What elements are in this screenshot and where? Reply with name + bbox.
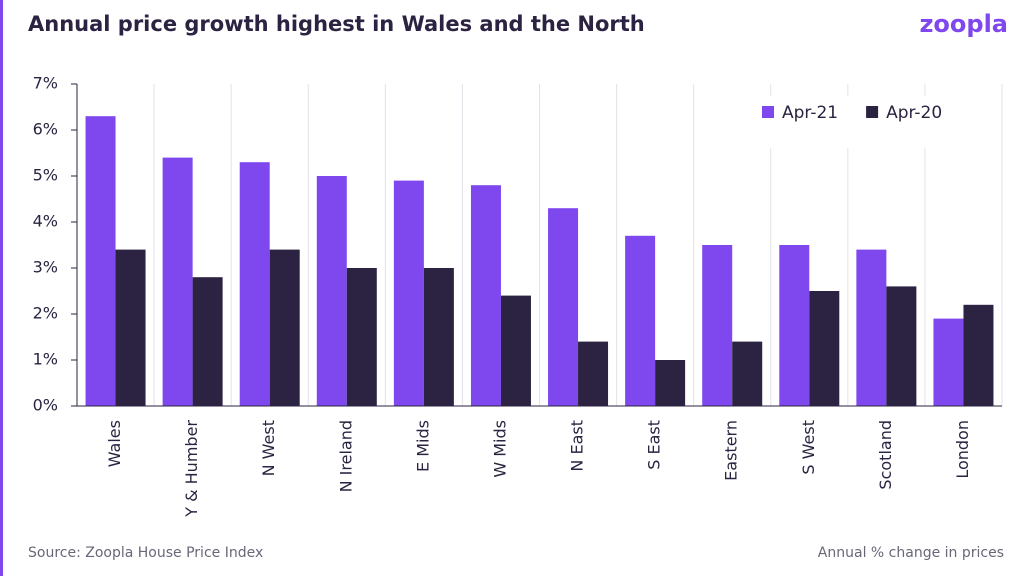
bar bbox=[625, 235, 656, 406]
x-tick-label: Wales bbox=[105, 420, 124, 467]
y-tick-label: 7% bbox=[33, 74, 58, 93]
x-tick-label: E Mids bbox=[413, 420, 432, 472]
left-stripe bbox=[0, 0, 3, 576]
bar bbox=[886, 286, 917, 406]
bar bbox=[655, 360, 686, 406]
bar bbox=[933, 318, 964, 406]
y-tick-label: 3% bbox=[33, 258, 58, 277]
bar bbox=[548, 208, 579, 406]
chart-title: Annual price growth highest in Wales and… bbox=[28, 12, 645, 36]
x-tick-label: S West bbox=[799, 420, 818, 475]
y-tick-label: 4% bbox=[33, 212, 58, 231]
bar bbox=[115, 249, 146, 406]
bar bbox=[269, 249, 300, 406]
legend-label: Apr-20 bbox=[886, 103, 942, 123]
bar bbox=[393, 180, 424, 406]
x-tick-label: Scotland bbox=[876, 420, 895, 490]
x-tick-label: London bbox=[953, 420, 972, 479]
x-tick-label: S East bbox=[645, 420, 664, 470]
y-tick-label: 0% bbox=[33, 396, 58, 415]
x-tick-label: N Ireland bbox=[336, 420, 355, 492]
bar bbox=[85, 116, 116, 406]
x-tick-label: W Mids bbox=[490, 420, 509, 478]
bar bbox=[732, 341, 763, 406]
bar bbox=[192, 277, 223, 406]
brand-logo: zoopla bbox=[919, 10, 1008, 38]
source: Source: Zoopla House Price Index bbox=[28, 545, 263, 561]
bar bbox=[423, 268, 454, 406]
x-tick-label: N West bbox=[259, 420, 278, 476]
bar bbox=[702, 245, 733, 406]
bar bbox=[809, 291, 840, 406]
y-tick-label: 2% bbox=[33, 304, 58, 323]
bar bbox=[239, 162, 270, 406]
bar bbox=[856, 249, 887, 406]
bar bbox=[162, 157, 193, 406]
y-tick-label: 5% bbox=[33, 166, 58, 185]
bar bbox=[470, 185, 501, 406]
x-tick-label: Y & Humber bbox=[182, 420, 201, 518]
bar bbox=[346, 268, 377, 406]
legend-swatch bbox=[866, 106, 879, 118]
legend-background bbox=[750, 96, 1000, 148]
x-tick-label: Eastern bbox=[722, 420, 741, 481]
bar bbox=[316, 176, 347, 406]
y-tick-label: 1% bbox=[33, 350, 58, 369]
legend-label: Apr-21 bbox=[782, 103, 838, 123]
legend-swatch bbox=[762, 106, 774, 118]
bar bbox=[963, 304, 994, 406]
x-tick-label: N East bbox=[568, 420, 587, 472]
bar bbox=[779, 245, 810, 406]
note: Annual % change in prices bbox=[818, 545, 1004, 561]
y-tick-label: 6% bbox=[33, 120, 58, 139]
bar bbox=[500, 295, 531, 406]
bar bbox=[578, 341, 609, 406]
